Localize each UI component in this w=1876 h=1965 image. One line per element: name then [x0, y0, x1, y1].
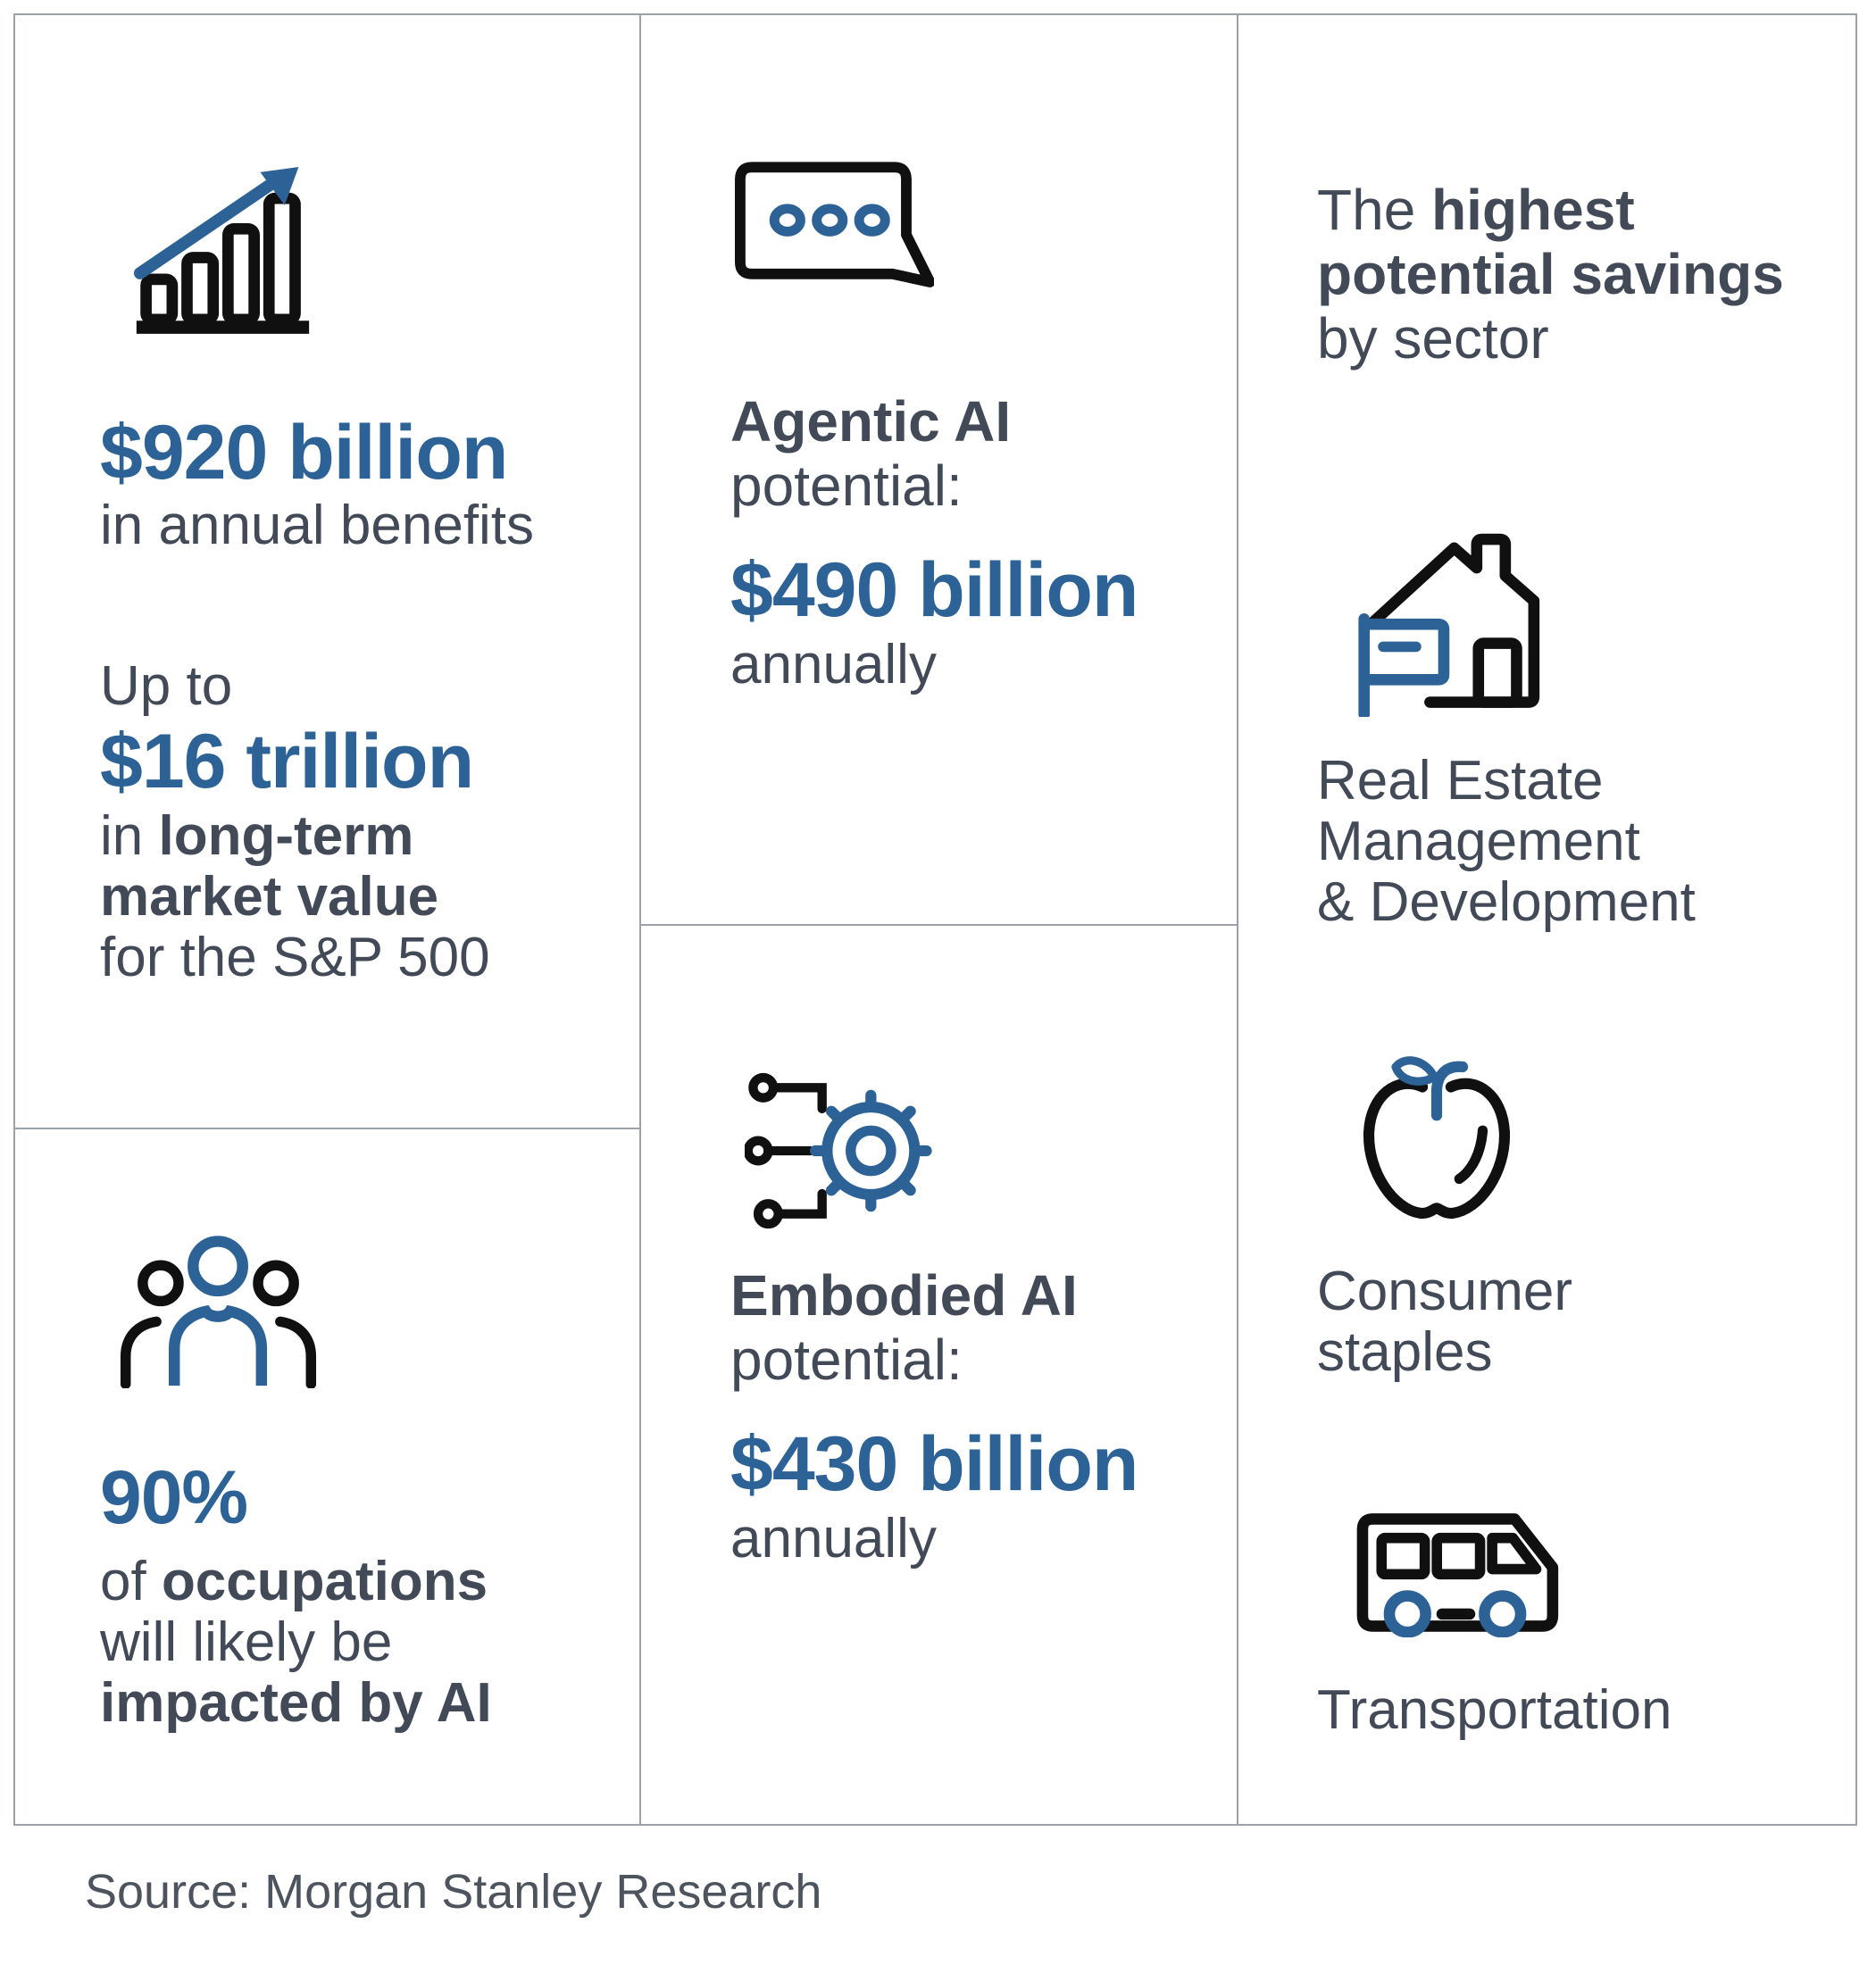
stat-490-billion: $490 billion: [730, 547, 1138, 633]
sector-item-consumer-staples: Consumer staples: [1317, 1040, 1829, 1383]
sector-item-real-estate: Real Estate Management & Development: [1317, 513, 1829, 933]
vertical-divider-1: [639, 15, 641, 1824]
embodied-subtitle: potential:: [730, 1328, 963, 1392]
people-group-icon: [118, 1230, 604, 1388]
sectors-heading-line3: by sector: [1317, 306, 1549, 371]
market-value-line: market value: [100, 866, 439, 928]
sector-label-transportation: Transportation: [1317, 1679, 1672, 1741]
stat-430-billion: $430 billion: [730, 1421, 1138, 1507]
panel-embodied-ai: Embodied AI potential: $430 billion annu…: [641, 926, 1237, 1824]
sectors-heading-line2: potential savings: [1317, 242, 1784, 306]
chat-bubble-icon: [730, 156, 1210, 304]
bus-icon: [1344, 1503, 1829, 1637]
panel-sectors: The highest potential savings by sector: [1238, 15, 1855, 1824]
embodied-title: Embodied AI: [730, 1263, 1078, 1328]
gear-circuit-icon: [745, 1070, 1210, 1231]
house-for-sale-icon: [1346, 513, 1829, 717]
panel-annual-benefits: $920 billion in annual benefits Up to $1…: [15, 15, 639, 1128]
agentic-title: Agentic AI: [730, 389, 1012, 454]
agentic-caption: annually: [730, 634, 937, 695]
embodied-caption: annually: [730, 1508, 937, 1570]
panel-occupations: 90% of occupations will likely be impact…: [15, 1129, 639, 1824]
sector-label-consumer-staples: Consumer staples: [1317, 1261, 1572, 1383]
agentic-title-block: Agentic AI potential:: [730, 389, 1210, 518]
sectors-heading-line1: The highest: [1317, 178, 1635, 242]
sectors-heading: The highest potential savings by sector: [1317, 178, 1829, 371]
occupations-line: of occupations: [100, 1551, 488, 1612]
panel-agentic-ai: Agentic AI potential: $490 billion annua…: [641, 15, 1237, 924]
vertical-divider-2: [1237, 15, 1238, 1824]
sector-item-transportation: Transportation: [1317, 1503, 1829, 1741]
stat-90-percent: 90%: [100, 1455, 248, 1539]
stat-920-billion: $920 billion: [100, 410, 508, 495]
will-likely-line: will likely be: [100, 1611, 393, 1673]
horizontal-divider-left: [15, 1128, 639, 1129]
sector-label-real-estate: Real Estate Management & Development: [1317, 750, 1696, 933]
long-term-line: in long-term: [100, 805, 414, 867]
sp500-line: for the S&P 500: [100, 927, 490, 988]
stat-16-trillion: $16 trillion: [100, 719, 474, 804]
source-credit: Source: Morgan Stanley Research: [85, 1865, 822, 1919]
up-to-label: Up to: [100, 655, 233, 717]
horizontal-divider-middle: [639, 924, 1238, 926]
panel-grid: $920 billion in annual benefits Up to $1…: [13, 13, 1857, 1826]
apple-icon: [1357, 1040, 1829, 1226]
embodied-title-block: Embodied AI potential:: [730, 1263, 1210, 1392]
agentic-subtitle: potential:: [730, 454, 963, 518]
bar-chart-rising-icon: [131, 144, 604, 335]
impacted-line: impacted by AI: [100, 1672, 492, 1734]
stat-920-caption: in annual benefits: [100, 495, 535, 556]
